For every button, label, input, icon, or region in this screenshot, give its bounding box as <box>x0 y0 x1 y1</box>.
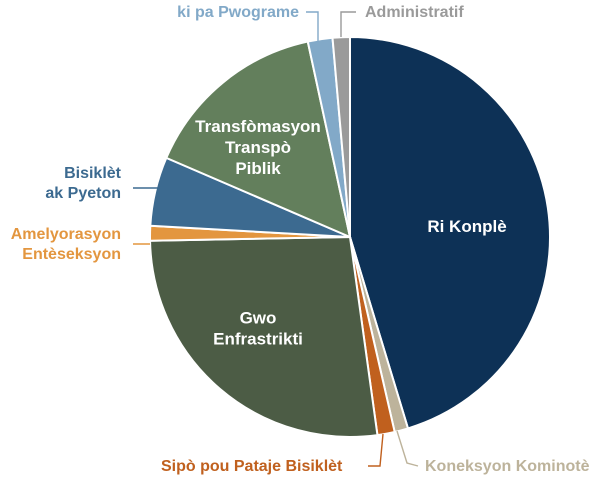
leader-line-ki-pa-pwograme <box>306 11 319 42</box>
slice-label-bisiklet-ak-pyeton: Bisiklèt ak Pyeton <box>45 165 121 202</box>
slice-label-administratif: Administratif <box>365 4 464 21</box>
slice-label-ki-pa-pwograme: ki pa Pwograme <box>177 4 299 21</box>
slice-label-ri-konple: Ri Konplè <box>427 217 506 236</box>
pie-slice-ri-konple <box>349 36 551 430</box>
slice-label-sipo-pou-pataje-bisiklet: Sipò pou Pataje Bisiklèt <box>161 458 343 475</box>
pie-slices <box>149 36 551 438</box>
slice-label-amelyorasyon-enteseksyon: Amelyorasyon Entèseksyon <box>11 226 121 263</box>
slice-labels: Ri Konplè Koneksyon Kominotè Sipò pou Pata… <box>11 4 590 475</box>
pie-slice-administratif <box>331 36 351 238</box>
leader-lines <box>133 11 419 467</box>
leader-line-koneksyon-kominote <box>396 430 419 467</box>
leader-line-administratif <box>340 11 356 37</box>
slice-label-transfomasyon-transpo-piblik: Transfòmasyon Transpò Piblik <box>195 117 321 178</box>
pie-slice-transfomasyon-transpo-piblik <box>165 40 351 238</box>
slice-label-gwo-enfrastrikti: Gwo Enfrastrikti <box>213 309 303 349</box>
pie-slice-gwo-enfrastrikti <box>149 236 379 438</box>
leader-line-sipo-pou-pataje-bisiklet <box>368 433 384 467</box>
slice-label-koneksyon-kominote: Koneksyon Kominotè <box>425 458 590 475</box>
